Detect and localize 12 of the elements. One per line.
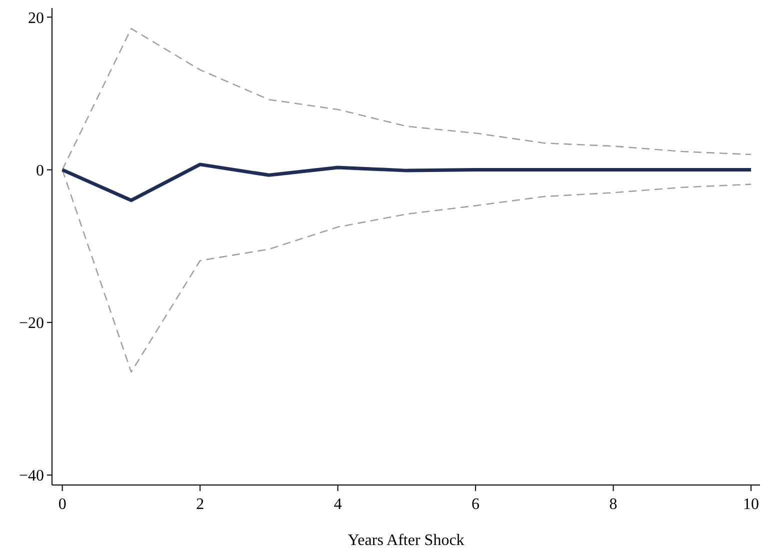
x-tick-label: 0	[58, 496, 66, 513]
x-tick-label: 4	[334, 496, 342, 513]
line-series	[60, 162, 753, 202]
x-tick-label: 2	[196, 496, 204, 513]
x-tick-label: 10	[743, 496, 760, 513]
x-axis-title: Years After Shock	[348, 532, 464, 549]
x-tick-label: 8	[609, 496, 618, 513]
y-tick-label: −20	[18, 315, 44, 332]
y-tick-label: 0	[36, 162, 44, 180]
y-tick-label: −40	[18, 468, 44, 485]
x-tick-label: 6	[472, 496, 480, 513]
y-tick-label: 20	[28, 10, 44, 27]
